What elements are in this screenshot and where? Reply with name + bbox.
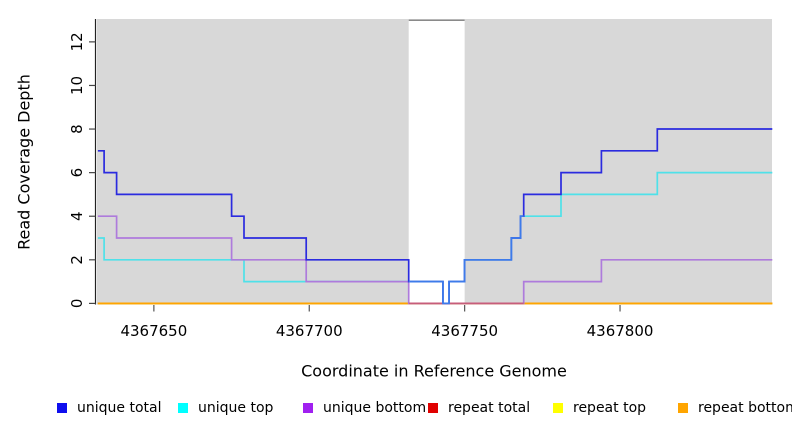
x-tick-label: 4367800 xyxy=(587,322,654,340)
x-axis-title: Coordinate in Reference Genome xyxy=(301,361,567,381)
y-tick-label: 0 xyxy=(68,299,86,309)
highlight-band xyxy=(408,19,465,305)
x-tick-label: 4367750 xyxy=(431,322,498,340)
y-tick-label: 8 xyxy=(68,124,86,134)
blend-unique-total-coincides-unique-top xyxy=(408,215,524,305)
y-tick-label: 6 xyxy=(68,168,86,178)
y-tick-label: 4 xyxy=(68,211,86,221)
y-tick-label: 12 xyxy=(68,32,86,51)
y-tick-label: 10 xyxy=(68,76,86,95)
x-tick-label: 4367650 xyxy=(120,322,187,340)
y-axis-title: Read Coverage Depth xyxy=(14,74,34,250)
y-tick-label: 2 xyxy=(68,255,86,265)
series-line-unique-bottom xyxy=(97,215,773,305)
x-tick-label: 4367700 xyxy=(276,322,343,340)
